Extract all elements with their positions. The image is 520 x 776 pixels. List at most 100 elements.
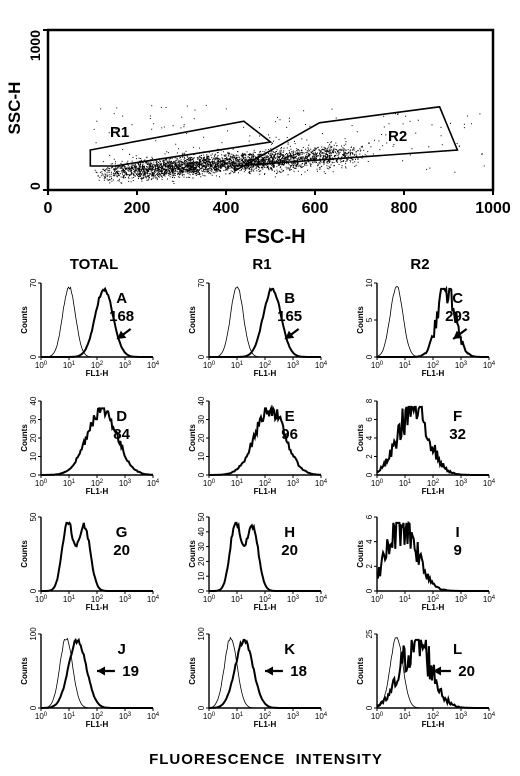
x-tick-base: 10 bbox=[147, 595, 156, 604]
y-tick-label: 6 bbox=[365, 417, 374, 422]
x-tick-label: 104 bbox=[315, 479, 328, 488]
y-tick-label: 30 bbox=[29, 415, 38, 424]
x-tick-base: 10 bbox=[35, 479, 44, 488]
y-tick-label: 25 bbox=[365, 629, 374, 638]
x-tick-label: 104 bbox=[147, 479, 160, 488]
x-tick-label: 100 bbox=[371, 479, 384, 488]
x-tick-base: 10 bbox=[287, 595, 296, 604]
x-tick-exponent: 2 bbox=[100, 361, 104, 367]
x-tick-base: 10 bbox=[91, 595, 100, 604]
panel-value: 9 bbox=[453, 542, 461, 559]
x-tick-exponent: 0 bbox=[212, 361, 216, 367]
x-tick-label: 101 bbox=[399, 595, 412, 604]
y-tick-label: 0 bbox=[29, 588, 38, 593]
y-tick-label: 0 bbox=[29, 354, 38, 359]
x-tick-label: 600 bbox=[302, 200, 329, 217]
x-axis-label: FL1-H bbox=[422, 487, 445, 496]
x-axis-label: FL1-H bbox=[254, 720, 277, 729]
x-tick-label: 103 bbox=[119, 479, 132, 488]
x-tick-label: 102 bbox=[427, 595, 440, 604]
x-tick-base: 10 bbox=[427, 479, 436, 488]
x-tick-exponent: 2 bbox=[268, 479, 272, 485]
panel-value: 32 bbox=[449, 426, 466, 443]
y-tick-label: 0 bbox=[365, 354, 374, 359]
x-tick-base: 10 bbox=[483, 361, 492, 370]
arrow-head bbox=[265, 666, 273, 676]
x-tick-base: 10 bbox=[91, 479, 100, 488]
x-tick-label: 102 bbox=[427, 712, 440, 721]
x-tick-exponent: 1 bbox=[408, 712, 412, 718]
x-tick-base: 10 bbox=[371, 712, 380, 721]
x-tick-base: 10 bbox=[315, 712, 324, 721]
x-tick-base: 10 bbox=[315, 479, 324, 488]
y-tick-label: 30 bbox=[197, 415, 206, 424]
y-tick-label: 0 bbox=[197, 354, 206, 359]
x-tick-base: 10 bbox=[399, 361, 408, 370]
x-tick-exponent: 4 bbox=[492, 361, 496, 367]
x-tick-base: 10 bbox=[315, 361, 324, 370]
x-tick-exponent: 3 bbox=[296, 595, 300, 601]
x-tick-label: 103 bbox=[119, 712, 132, 721]
x-tick-base: 10 bbox=[35, 712, 44, 721]
panel-letter: A bbox=[116, 290, 127, 307]
y-tick-label: 0 bbox=[197, 472, 206, 477]
y-tick-label: 0 bbox=[365, 472, 374, 477]
event-dots bbox=[93, 104, 485, 184]
x-tick-exponent: 3 bbox=[296, 712, 300, 718]
y-axis-label: Counts bbox=[356, 657, 365, 685]
x-tick-label: 100 bbox=[371, 595, 384, 604]
x-tick-label: 100 bbox=[371, 712, 384, 721]
axis-frame bbox=[40, 283, 153, 358]
sample-histogram bbox=[209, 638, 321, 709]
column-header-r1: R1 bbox=[252, 256, 271, 273]
sample-histogram bbox=[376, 638, 489, 710]
x-tick-label: 101 bbox=[63, 361, 76, 370]
x-tick-base: 10 bbox=[259, 479, 268, 488]
x-tick-exponent: 1 bbox=[240, 712, 244, 718]
y-tick-label: 8 bbox=[365, 398, 374, 403]
x-tick-label: 103 bbox=[455, 361, 468, 370]
x-tick-exponent: 1 bbox=[72, 361, 76, 367]
y-tick-label: 0 bbox=[29, 705, 38, 710]
y-axis-label: Counts bbox=[356, 306, 365, 334]
x-tick-label: 104 bbox=[147, 361, 160, 370]
x-tick-base: 10 bbox=[119, 595, 128, 604]
x-tick-exponent: 2 bbox=[436, 479, 440, 485]
x-tick-exponent: 1 bbox=[408, 479, 412, 485]
x-tick-exponent: 2 bbox=[268, 361, 272, 367]
x-tick-label: 104 bbox=[315, 712, 328, 721]
x-tick-base: 10 bbox=[147, 479, 156, 488]
x-tick-base: 10 bbox=[35, 361, 44, 370]
arrow-head bbox=[453, 330, 463, 339]
x-tick-label: 102 bbox=[259, 712, 272, 721]
x-tick-base: 10 bbox=[455, 361, 464, 370]
x-tick-base: 10 bbox=[91, 361, 100, 370]
x-tick-base: 10 bbox=[287, 361, 296, 370]
x-tick-exponent: 4 bbox=[492, 479, 496, 485]
x-tick-label: 100 bbox=[203, 479, 216, 488]
x-tick-base: 10 bbox=[259, 712, 268, 721]
x-tick-exponent: 1 bbox=[408, 595, 412, 601]
x-tick-base: 10 bbox=[119, 361, 128, 370]
x-tick-label: 101 bbox=[231, 361, 244, 370]
x-tick-label: 101 bbox=[231, 595, 244, 604]
x-tick-base: 10 bbox=[63, 595, 72, 604]
x-tick-base: 10 bbox=[427, 595, 436, 604]
footer-label: FLUORESCENCE INTENSITY bbox=[149, 751, 383, 768]
x-tick-base: 10 bbox=[147, 712, 156, 721]
x-tick-base: 10 bbox=[455, 479, 464, 488]
x-tick-exponent: 2 bbox=[268, 712, 272, 718]
x-tick-label: 103 bbox=[287, 479, 300, 488]
x-tick-base: 10 bbox=[203, 595, 212, 604]
x-tick-label: 101 bbox=[399, 479, 412, 488]
x-tick-exponent: 0 bbox=[44, 361, 48, 367]
x-tick-base: 10 bbox=[483, 595, 492, 604]
x-tick-exponent: 3 bbox=[464, 361, 468, 367]
axis-frame bbox=[208, 283, 321, 358]
x-tick-label: 104 bbox=[147, 595, 160, 604]
